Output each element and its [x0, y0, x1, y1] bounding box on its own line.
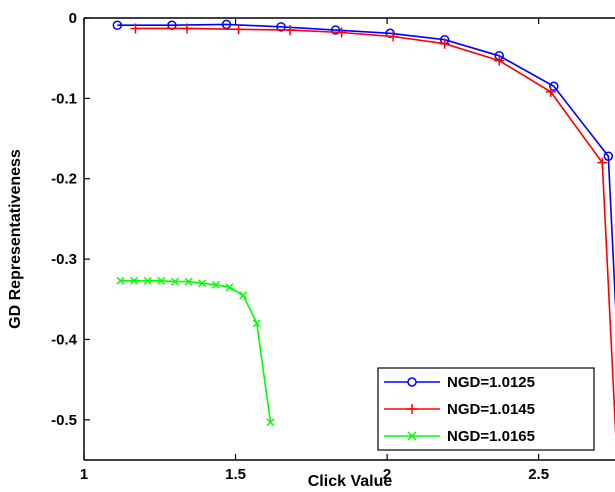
y-tick-label: -0.1 [51, 90, 77, 107]
legend-entry-1: NGD=1.0125 [384, 374, 535, 391]
legend-label-3: NGD=1.0165 [447, 428, 535, 445]
legend-label-1: NGD=1.0125 [447, 374, 535, 391]
y-tick-label: -0.4 [51, 331, 78, 348]
data-point [239, 291, 248, 300]
data-point [388, 31, 399, 42]
x-tick-label: 2.5 [528, 466, 549, 483]
data-point [336, 27, 347, 38]
data-point [143, 276, 152, 285]
data-point [130, 276, 139, 285]
legend-entry-3: NGD=1.0165 [384, 428, 535, 445]
x-axis-label: Click Value [308, 473, 393, 490]
data-point [545, 86, 556, 97]
data-point [549, 81, 559, 92]
axes-layer [83, 17, 615, 461]
data-point [157, 276, 166, 285]
data-point [116, 276, 125, 285]
series-line-1 [117, 23, 615, 311]
data-point [198, 279, 207, 288]
data-point [603, 151, 614, 161]
y-tick-label: -0.5 [51, 412, 77, 429]
data-point [167, 20, 177, 30]
data-point [112, 20, 123, 30]
data-point [184, 277, 193, 286]
ticks-layer: 1 1.5 2 2.5 0 -0.1 -0.2 -0.3 -0.4 -0.5 [51, 10, 549, 483]
legend-marker-x [407, 431, 417, 441]
data-point [233, 24, 244, 35]
data-point [276, 22, 286, 32]
data-point [439, 38, 450, 49]
y-axis-label: GD Representativeness [7, 149, 24, 329]
legend-label-2: NGD=1.0145 [447, 401, 535, 418]
data-point [266, 418, 275, 427]
data-point [597, 157, 608, 168]
y-tick-label: -0.2 [51, 171, 77, 188]
legend-marker-circle [407, 377, 417, 387]
x-tick-label: 1.5 [225, 466, 246, 483]
series-layer [112, 19, 615, 436]
x-tick-label: 1 [80, 466, 88, 483]
data-point [130, 23, 141, 34]
data-point [225, 283, 234, 292]
y-tick-label: -0.3 [51, 251, 77, 268]
data-point [385, 28, 395, 39]
legend-marker-plus [407, 404, 417, 414]
data-point [494, 55, 505, 66]
y-tick-label: 0 [69, 10, 77, 27]
x-tick-label: 2 [383, 466, 391, 483]
data-point [182, 23, 193, 34]
data-point [252, 319, 261, 328]
series-line-3 [120, 279, 272, 423]
data-point [170, 277, 179, 286]
legend-entry-2: NGD=1.0145 [384, 401, 535, 418]
data-point [285, 25, 296, 36]
data-point [211, 280, 220, 289]
data-point [330, 25, 341, 35]
legend: NGD=1.0125 NGD=1.0145 NGD=1.0165 [377, 367, 595, 451]
